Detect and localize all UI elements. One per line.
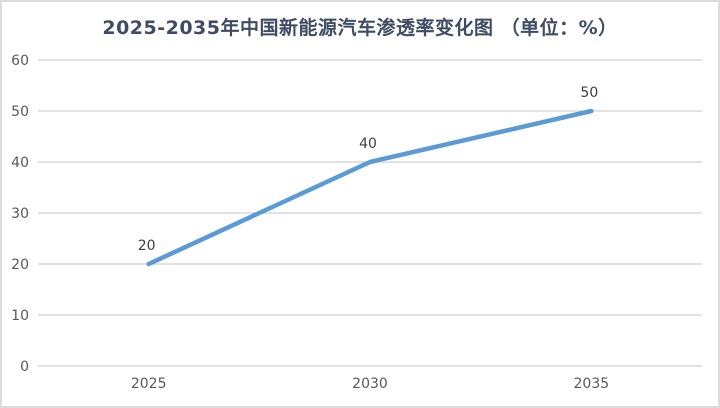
x-tick-label: 2025 xyxy=(131,376,167,392)
y-tick-label: 0 xyxy=(20,359,29,375)
x-tick-label: 2035 xyxy=(574,376,610,392)
data-point-label: 50 xyxy=(580,85,598,101)
data-point-label: 40 xyxy=(359,136,377,152)
chart-title: 2025-2035年中国新能源汽车渗透率变化图 （单位：%） xyxy=(102,17,618,39)
x-tick-label: 2030 xyxy=(352,376,388,392)
y-tick-label: 10 xyxy=(11,308,29,324)
data-point-label: 20 xyxy=(138,238,156,254)
y-tick-label: 20 xyxy=(11,257,29,273)
series-line xyxy=(146,108,594,267)
y-tick-label: 30 xyxy=(11,206,29,222)
y-tick-label: 50 xyxy=(11,104,29,120)
y-tick-label: 40 xyxy=(11,155,29,171)
y-tick-label: 60 xyxy=(11,53,29,69)
